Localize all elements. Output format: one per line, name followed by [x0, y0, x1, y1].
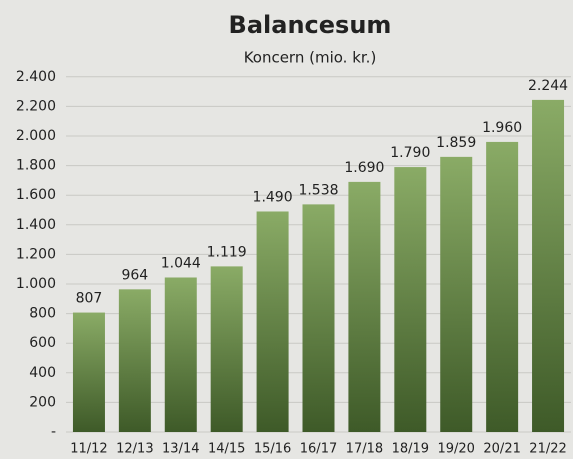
y-tick-label: 600 [29, 335, 56, 351]
x-tick-label: 21/22 [529, 442, 566, 457]
value-label: 1.690 [344, 160, 384, 176]
bar [210, 266, 243, 432]
bar [118, 289, 151, 432]
x-tick-label: 12/13 [116, 442, 153, 457]
value-label: 1.044 [161, 255, 201, 271]
value-label: 807 [76, 291, 103, 307]
x-tick-label: 16/17 [300, 442, 337, 457]
y-tick-label: - [51, 424, 56, 440]
y-tick-label: 1.600 [16, 187, 56, 203]
x-tick-label: 13/14 [162, 442, 199, 457]
bar [348, 181, 381, 432]
bar [302, 204, 335, 432]
bar [164, 277, 197, 432]
value-label: 1.790 [390, 145, 430, 161]
bar [440, 156, 473, 433]
x-tick-label: 19/20 [437, 442, 474, 457]
y-tick-label: 2.000 [16, 128, 56, 144]
y-tick-label: 1.400 [16, 217, 56, 233]
bar [532, 99, 565, 432]
value-label: 1.490 [253, 189, 293, 205]
bar [394, 167, 427, 432]
y-tick-label: 200 [29, 394, 56, 410]
y-tick-label: 2.200 [16, 98, 56, 114]
bar [256, 211, 289, 432]
x-tick-label: 11/12 [70, 442, 107, 457]
x-tick-label: 14/15 [208, 442, 245, 457]
value-label: 964 [121, 267, 148, 283]
y-tick-label: 1.800 [16, 158, 56, 174]
value-label: 1.119 [207, 244, 247, 260]
value-label: 1.960 [482, 120, 522, 136]
y-tick-label: 400 [29, 365, 56, 381]
bar [72, 312, 105, 432]
chart-subtitle: Koncern (mio. kr.) [244, 49, 377, 67]
y-tick-label: 800 [29, 306, 56, 322]
x-tick-label: 18/19 [392, 442, 429, 457]
y-tick-label: 1.000 [16, 276, 56, 292]
value-label: 1.859 [436, 135, 476, 151]
x-tick-label: 17/18 [346, 442, 383, 457]
y-tick-label: 1.200 [16, 246, 56, 262]
chart-title: Balancesum [229, 11, 392, 39]
value-label: 2.244 [528, 78, 568, 94]
x-tick-label: 20/21 [483, 442, 520, 457]
x-tick-label: 15/16 [254, 442, 291, 457]
bar [486, 141, 519, 433]
value-label: 1.538 [298, 182, 338, 198]
y-tick-label: 2.400 [16, 69, 56, 85]
